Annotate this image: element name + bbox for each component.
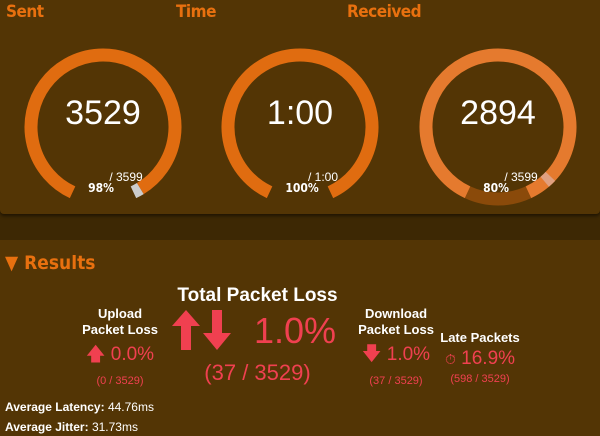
average-latency: Average Latency: 44.76ms (5, 400, 154, 414)
up-arrow-icon: 🡅 (85, 344, 106, 365)
received-gauge: 2894 / 3599 (413, 32, 583, 212)
received-title: Received (347, 2, 422, 22)
upload-label: Upload (97, 306, 143, 321)
download-detail: (37 / 3529) (369, 375, 423, 387)
average-jitter: Average Jitter: 31.73ms (5, 420, 138, 434)
received-percent: 80% (483, 181, 509, 195)
results-heading: Results (24, 252, 96, 274)
download-packet-loss: Download Packet Loss 🡇 1.0% (37 / 3529) (340, 306, 452, 387)
ring-track (464, 186, 532, 206)
download-value: 1.0% (386, 344, 431, 365)
sent-value: 3529 (65, 94, 141, 132)
upload-value: 0.0% (110, 344, 155, 365)
time-ring (221, 48, 379, 199)
download-arrow-icon (203, 310, 231, 350)
down-arrow-icon: 🡇 (361, 344, 382, 365)
late-packets: Late Packets ⏱ 16.9% (598 / 3529) (430, 330, 530, 385)
received-max: / 3599 (504, 170, 538, 184)
gauges-panel: Sent Time Received 3529 / 3599 1:00 / 1:… (0, 0, 600, 214)
stopwatch-icon: ⏱ (444, 351, 456, 367)
time-value: 1:00 (266, 94, 334, 132)
latency-label: Average Latency: (5, 400, 105, 414)
time-gauge: 1:00 / 1:00 (215, 32, 385, 212)
received-value: 2894 (460, 94, 536, 132)
total-detail: (37 / 3529) (204, 360, 311, 385)
results-toggle[interactable]: ▼ Results (5, 252, 95, 274)
ring-marker (540, 171, 556, 187)
sent-ring (24, 48, 182, 199)
time-title: Time (176, 2, 217, 22)
total-packet-loss: Total Packet Loss (150, 285, 365, 307)
time-percent: 100% (285, 181, 319, 195)
download-label-2: Packet Loss (358, 322, 434, 337)
sent-gauge: 3529 / 3599 (18, 32, 188, 212)
latency-value: 44.76ms (107, 400, 154, 414)
sent-title: Sent (6, 2, 44, 22)
download-label: Download (364, 306, 428, 321)
sent-percent: 98% (88, 181, 114, 195)
total-label: Total Packet Loss (177, 285, 338, 306)
total-arrows (172, 310, 242, 357)
late-detail: (598 / 3529) (450, 373, 510, 385)
ring-remaining (130, 182, 144, 199)
late-label: Late Packets (440, 330, 520, 345)
upload-detail: (0 / 3529) (96, 375, 144, 387)
jitter-value: 31.73ms (91, 420, 138, 434)
upload-arrow-icon (172, 310, 200, 350)
ring-fill (419, 48, 577, 199)
results-panel: ▼ Results Total Packet Loss 1.0% (37 / 3… (0, 240, 600, 436)
upload-label-2: Packet Loss (82, 322, 158, 337)
total-value: 1.0% (254, 310, 337, 351)
sent-max: / 3599 (109, 170, 143, 184)
ring-fill (24, 48, 182, 199)
upload-packet-loss: Upload Packet Loss 🡅 0.0% (0 / 3529) (70, 306, 170, 387)
jitter-label: Average Jitter: (5, 420, 89, 434)
ring-fill (221, 48, 379, 199)
received-ring (419, 48, 577, 206)
late-value: 16.9% (461, 348, 516, 369)
triangle-down-icon: ▼ (5, 252, 19, 274)
time-max: / 1:00 (307, 170, 339, 184)
